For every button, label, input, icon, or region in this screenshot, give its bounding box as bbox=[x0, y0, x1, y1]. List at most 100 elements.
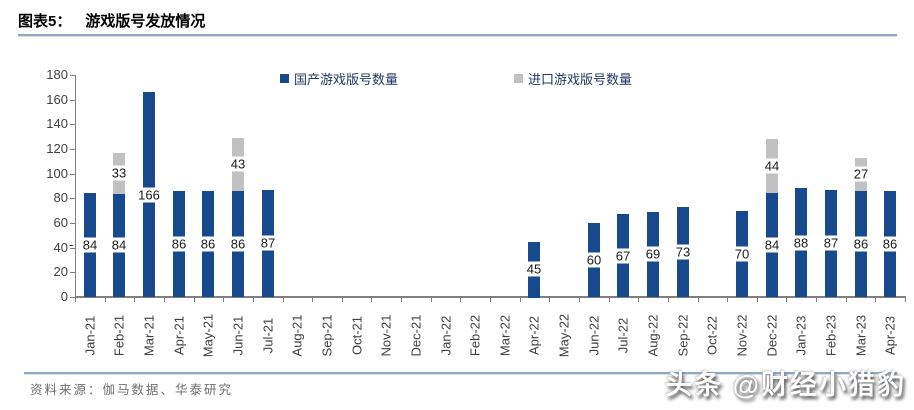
x-tick bbox=[757, 297, 758, 302]
x-tick-label: Jun-22 bbox=[586, 315, 602, 356]
y-tick bbox=[70, 100, 75, 101]
bar-value-label: 67 bbox=[614, 248, 632, 264]
x-tick-label: Mar-23 bbox=[853, 314, 869, 357]
footer-divider bbox=[24, 372, 897, 375]
x-tick bbox=[905, 297, 906, 302]
x-tick bbox=[371, 297, 372, 302]
bar-value-label: 87 bbox=[822, 235, 840, 251]
y-tick-label: 20 bbox=[53, 264, 68, 279]
x-tick bbox=[253, 297, 254, 302]
figure-number: 图表5： bbox=[18, 13, 72, 30]
x-tick-label: Aug-21 bbox=[289, 314, 305, 357]
bar-value-label: 87 bbox=[259, 235, 277, 251]
y-tick-label: 140 bbox=[46, 116, 68, 131]
x-tick-label: Jul-21 bbox=[260, 317, 276, 354]
y-tick bbox=[70, 124, 75, 125]
legend-swatch-imported-icon bbox=[514, 74, 523, 83]
y-tick-label: 80 bbox=[53, 190, 68, 205]
bar-value-label: 60 bbox=[585, 252, 603, 268]
x-tick-label: Apr-22 bbox=[526, 315, 542, 356]
y-axis-line bbox=[75, 75, 76, 297]
x-tick-label: May-21 bbox=[200, 313, 216, 358]
y-tick bbox=[70, 297, 75, 298]
bar-value-label: 84 bbox=[763, 237, 781, 253]
x-tick bbox=[816, 297, 817, 302]
page-title: 游戏版号发放情况 bbox=[85, 13, 206, 30]
legend-label-domestic: 国产游戏版号数量 bbox=[294, 72, 399, 87]
bar-value-label: 88 bbox=[792, 235, 810, 251]
bar-value-label: 73 bbox=[674, 244, 692, 260]
x-tick-label: Mar-21 bbox=[141, 314, 157, 357]
x-tick bbox=[223, 297, 224, 302]
x-tick bbox=[698, 297, 699, 302]
x-tick-label: Sep-22 bbox=[675, 314, 691, 357]
x-tick-label: Jun-21 bbox=[230, 315, 246, 356]
x-tick-label: Jan-22 bbox=[438, 315, 454, 356]
x-tick-label: Apr-23 bbox=[882, 315, 898, 356]
bar-value-label: 84 bbox=[81, 237, 99, 253]
y-tick-label: 160 bbox=[46, 92, 68, 107]
watermark: 头条 @财经小猎豹 bbox=[665, 370, 906, 400]
title-divider bbox=[18, 34, 897, 37]
y-tick bbox=[70, 149, 75, 150]
x-tick bbox=[727, 297, 728, 302]
y-tick bbox=[70, 272, 75, 273]
x-tick bbox=[638, 297, 639, 302]
x-tick-label: Dec-21 bbox=[408, 314, 424, 357]
y-tick bbox=[70, 198, 75, 199]
x-tick-label: Oct-21 bbox=[349, 316, 365, 356]
bar-value-label: 84 bbox=[110, 237, 128, 253]
x-tick-label: Oct-22 bbox=[704, 316, 720, 356]
x-tick bbox=[460, 297, 461, 302]
x-tick-label: Jan-23 bbox=[793, 315, 809, 356]
bar-value-label: 70 bbox=[733, 246, 751, 262]
x-tick bbox=[134, 297, 135, 302]
bar-value-label: 86 bbox=[170, 236, 188, 252]
x-tick bbox=[609, 297, 610, 302]
bar-value-label: 43 bbox=[229, 156, 247, 172]
x-tick bbox=[520, 297, 521, 302]
y-tick bbox=[70, 174, 75, 175]
x-tick bbox=[342, 297, 343, 302]
bar-value-label: 166 bbox=[137, 187, 161, 203]
x-tick bbox=[194, 297, 195, 302]
x-tick bbox=[431, 297, 432, 302]
bar-value-label: 27 bbox=[852, 166, 870, 182]
x-tick bbox=[105, 297, 106, 302]
x-tick-label: Feb-21 bbox=[111, 314, 127, 357]
x-tick-label: Sep-21 bbox=[319, 314, 335, 357]
legend-item-domestic: 国产游戏版号数量 bbox=[280, 69, 398, 88]
x-tick bbox=[846, 297, 847, 302]
x-tick-label: Nov-21 bbox=[378, 314, 394, 357]
stray-dash-label: - bbox=[69, 237, 74, 252]
x-tick-label: Mar-22 bbox=[497, 314, 513, 357]
bar-value-label: 86 bbox=[199, 236, 217, 252]
legend-item-imported: 进口游戏版号数量 bbox=[514, 69, 632, 88]
x-tick-label: Jan-21 bbox=[82, 315, 98, 356]
bar-value-label: 33 bbox=[110, 165, 128, 181]
x-tick bbox=[164, 297, 165, 302]
source-note: 资料来源：伽马数据、华泰研究 bbox=[30, 383, 234, 397]
x-tick bbox=[875, 297, 876, 302]
legend-swatch-domestic-icon bbox=[280, 74, 289, 83]
x-tick bbox=[312, 297, 313, 302]
x-tick-label: Nov-22 bbox=[734, 314, 750, 357]
x-tick-label: Jul-22 bbox=[615, 317, 631, 354]
bar-value-label: 86 bbox=[852, 236, 870, 252]
chart-legend: 国产游戏版号数量 进口游戏版号数量 bbox=[0, 69, 914, 88]
legend-label-imported: 进口游戏版号数量 bbox=[528, 72, 633, 87]
x-tick bbox=[549, 297, 550, 302]
y-tick-label: 120 bbox=[46, 141, 68, 156]
bar-value-label: 86 bbox=[881, 236, 899, 252]
x-tick-label: Dec-22 bbox=[764, 314, 780, 357]
x-tick bbox=[668, 297, 669, 302]
y-tick bbox=[70, 248, 75, 249]
y-tick-label: 0 bbox=[60, 289, 68, 304]
y-tick-label: 40 bbox=[53, 240, 68, 255]
x-tick bbox=[490, 297, 491, 302]
x-tick-label: Feb-23 bbox=[823, 314, 839, 357]
bar-value-label: 69 bbox=[644, 246, 662, 262]
bar-value-label: 44 bbox=[763, 158, 781, 174]
